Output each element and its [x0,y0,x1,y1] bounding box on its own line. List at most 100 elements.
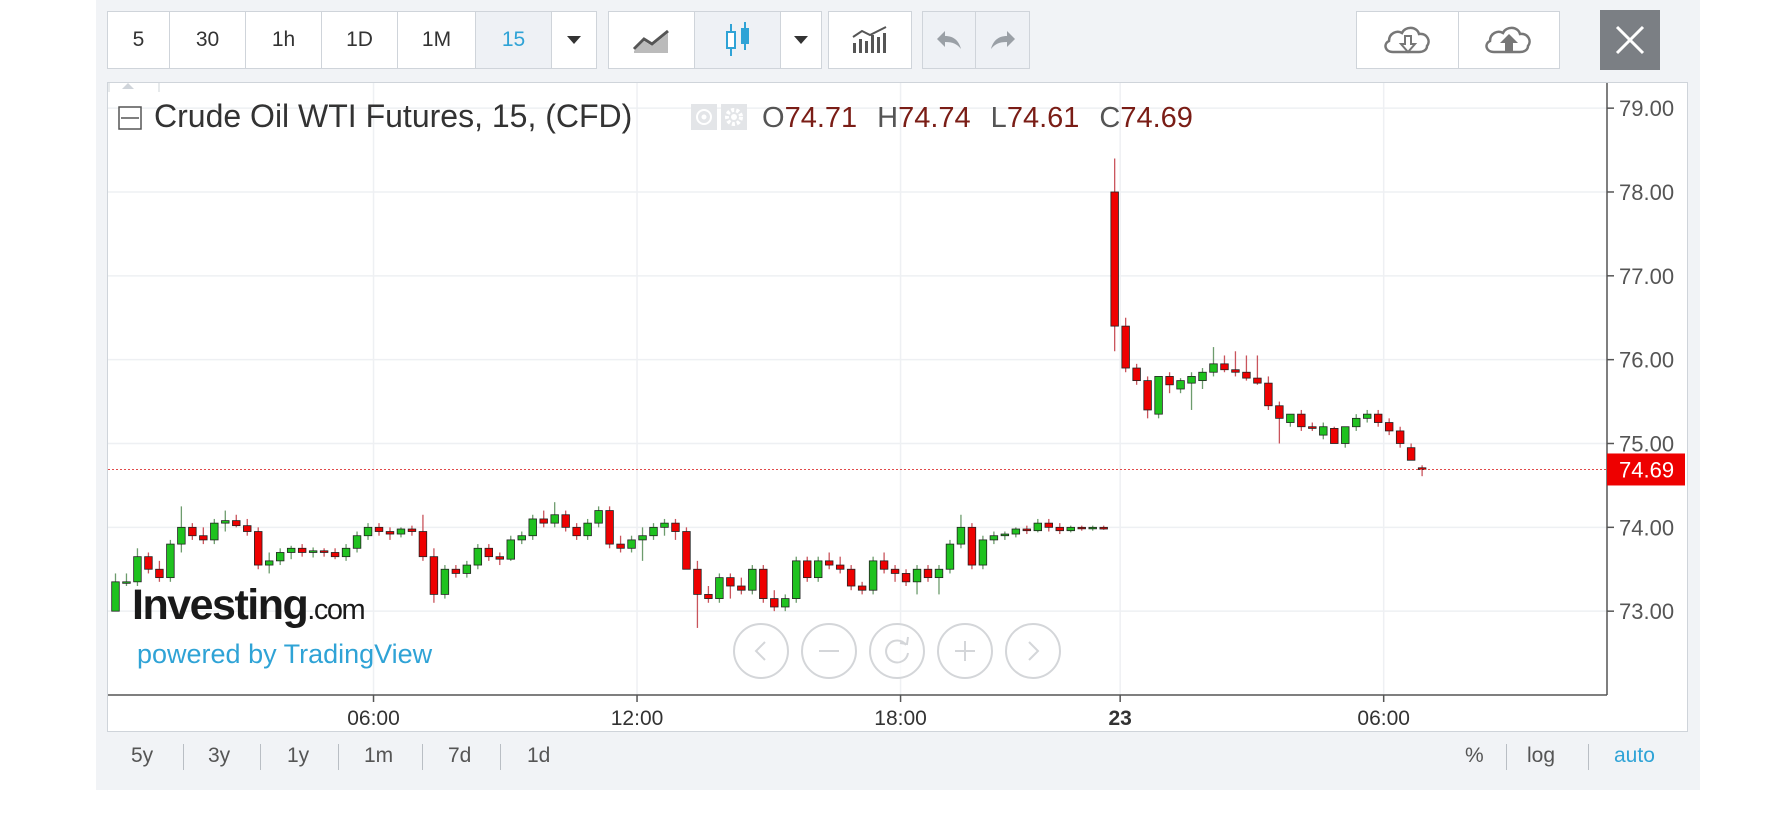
high-value: 74.74 [898,102,971,134]
candle-body [1165,376,1174,386]
candle-body [824,560,834,566]
candle-body [451,568,461,574]
candle-body [835,564,845,570]
indicators-button[interactable] [829,12,911,68]
candle-body [605,510,614,545]
range-1d-button[interactable]: 1d [527,744,551,767]
candle-body [418,531,428,558]
candle-body [495,556,504,560]
candle-body [923,568,933,579]
chart-widget: 5 30 1h 1D 1M 15 [96,0,1700,790]
candle-body [484,547,494,558]
candle-body [1154,376,1163,415]
candle-body [440,568,450,595]
candlestick-icon [725,22,749,56]
interval-30-button[interactable]: 30 [170,12,246,68]
candle-body [396,528,406,535]
candle-body [1231,369,1240,373]
navigation-controls [733,623,1061,679]
interval-5-button[interactable]: 5 [108,12,170,68]
range-7d-button[interactable]: 7d [448,744,472,767]
candle-body [144,556,153,570]
candle-body [1264,382,1273,407]
candle-body [539,518,548,524]
candle-body [1044,522,1053,528]
scroll-right-button[interactable] [1005,623,1061,679]
undo-button[interactable] [923,12,976,68]
range-1y-button[interactable]: 1y [287,744,310,767]
chevron-down-icon [794,35,808,44]
candlestick-chart[interactable]: Crude Oil WTI Futures, 15, (CFD) O74.71 H… [108,83,1687,731]
candle-body [912,568,922,583]
candles-layer [111,158,1427,628]
candle-body [1417,467,1427,470]
range-1m-button[interactable]: 1m [364,744,394,767]
interval-15-button[interactable]: 15 [476,12,552,68]
open-label: O [762,102,785,134]
candle-body [868,560,878,591]
interval-1m-button[interactable]: 1M [398,12,476,68]
interval-1h-button[interactable]: 1h [246,12,322,68]
candle-body [660,522,669,528]
x-tick-label: 23 [1108,707,1131,730]
candle-body [352,535,362,549]
candle-body [319,550,329,553]
close-button[interactable] [1600,10,1660,70]
candle-body [550,514,559,524]
candle-body [1373,413,1383,423]
log-scale-button[interactable]: log [1527,744,1556,767]
candle-body [572,526,581,537]
range-5y-button[interactable]: 5y [131,744,154,767]
logo-suffix: .com [307,594,364,626]
eye-icon [696,109,712,125]
candle-body [1395,430,1405,444]
ohlc-readout: O74.71 H74.74 L74.61 C74.69 [762,102,1193,134]
candle-body [627,539,636,549]
scroll-left-button[interactable] [733,623,789,679]
percent-scale-button[interactable]: % [1465,744,1484,767]
candle-body [1088,526,1097,530]
reset-icon-arrow [899,636,909,646]
candle-body [429,556,439,595]
candle-body [1242,371,1251,379]
chart-type-group [608,11,822,69]
candle-body [715,577,724,599]
candle-body [1066,526,1075,532]
candle-body [1352,417,1361,428]
candle-body [1176,380,1185,390]
redo-button[interactable] [976,12,1029,68]
candle-body [1000,533,1010,537]
powered-by-text[interactable]: powered by TradingView [137,639,433,669]
range-3y-button[interactable]: 3y [208,744,231,767]
candle-body [385,531,395,535]
interval-dropdown-button[interactable] [552,12,596,68]
candle-body [649,526,658,537]
low-value: 74.61 [1007,102,1080,134]
range-separator [422,744,423,770]
time-axis[interactable]: 06:00 12:00 18:00 23 06:00 [108,694,1607,730]
candle-body [297,547,307,553]
candle-body [846,568,856,587]
close-label: C [1099,102,1120,134]
auto-scale-button[interactable]: auto [1614,744,1655,767]
candle-body [1055,526,1064,532]
chart-type-dropdown-button[interactable] [781,12,821,68]
candlestick-button[interactable] [695,12,781,68]
y-tick-label: 77.00 [1619,264,1674,289]
price-axis[interactable]: 79.00 78.00 77.00 76.00 75.00 74.00 73.00 74.69 [1606,83,1685,695]
range-separator [183,744,184,770]
candle-body [1275,405,1284,419]
interval-1d-button[interactable]: 1D [322,12,398,68]
load-chart-button[interactable] [1357,12,1459,68]
open-value: 74.71 [785,102,858,134]
line-chart-button[interactable] [609,12,695,68]
eye-icon-pupil [701,114,707,120]
save-chart-button[interactable] [1459,12,1559,68]
cloud-download-icon [1383,26,1430,54]
chart-area[interactable]: Crude Oil WTI Futures, 15, (CFD) O74.71 H… [107,82,1688,732]
candle-body [308,550,318,553]
reset-button[interactable] [869,623,925,679]
range-separator [500,744,501,770]
range-footer: 5y 3y 1y 1m 7d 1d % log auto [107,732,1688,780]
scroll-up-icon[interactable] [122,83,134,89]
